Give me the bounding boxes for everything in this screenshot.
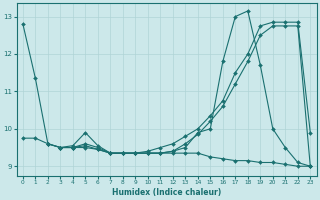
X-axis label: Humidex (Indice chaleur): Humidex (Indice chaleur)	[112, 188, 221, 197]
